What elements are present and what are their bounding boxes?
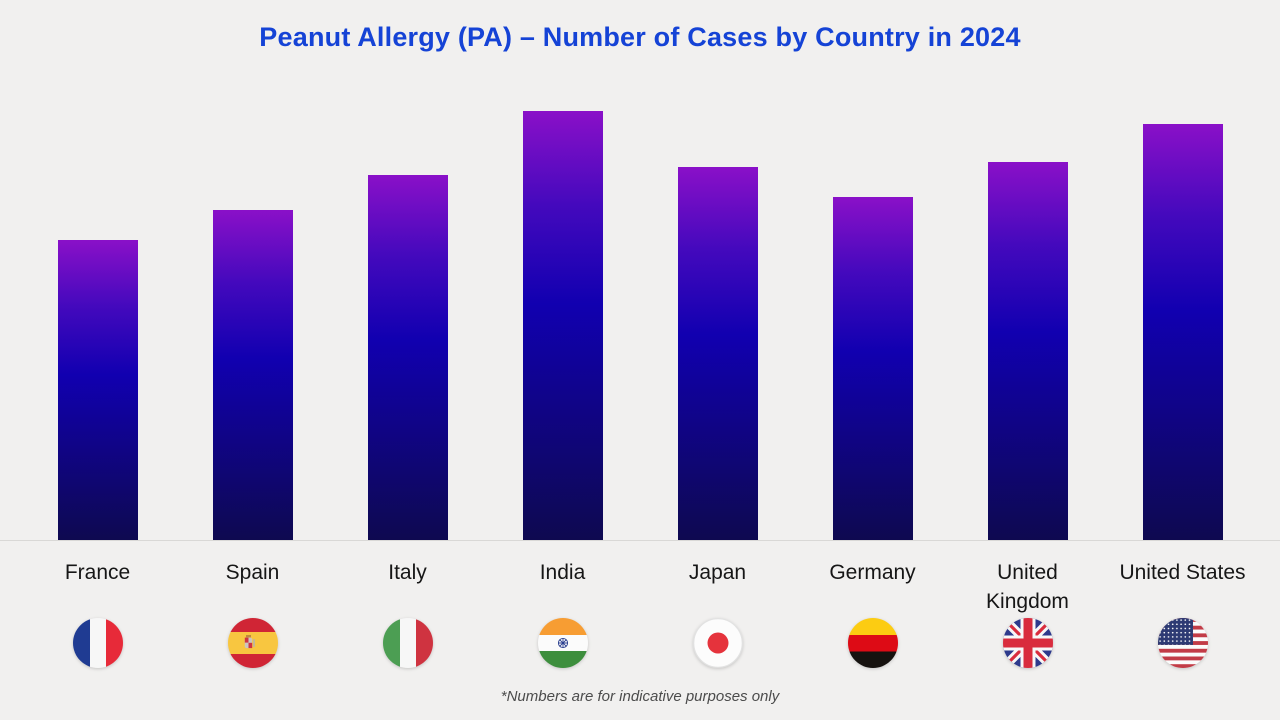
x-label-italy: Italy [388, 561, 427, 584]
france-flag-icon [72, 618, 123, 668]
ashoka-chakra [557, 637, 568, 649]
flag-icons-row [0, 618, 1280, 668]
flag-cell-germany [795, 618, 950, 668]
flag-cell-united-states [1105, 618, 1260, 668]
spain-flag-icon [227, 618, 278, 668]
bar-column-france [20, 0, 175, 540]
x-label-germany: Germany [829, 561, 916, 584]
united-states-flag-icon [1157, 618, 1208, 668]
bar-column-germany [795, 0, 950, 540]
x-label-india: India [539, 561, 586, 584]
flag-cell-japan [640, 618, 795, 668]
bar-column-united-states [1105, 0, 1260, 540]
germany-flag-icon [847, 618, 898, 668]
footnote: *Numbers are for indicative purposes onl… [500, 688, 780, 705]
bar-column-spain [175, 0, 330, 540]
x-label-spain: Spain [225, 561, 280, 584]
bar-germany [832, 197, 913, 540]
x-label-cell: Germany [795, 558, 950, 616]
x-label-cell: Japan [640, 558, 795, 616]
united-kingdom-flag-icon [1002, 618, 1053, 668]
bar-france [57, 240, 138, 540]
spain-coat-of-arms [244, 635, 255, 649]
japan-flag-icon [692, 618, 743, 668]
flag-cell-united-kingdom [950, 618, 1105, 668]
bar-united-kingdom [987, 162, 1068, 540]
flag-cell-spain [175, 618, 330, 668]
bar-spain [212, 210, 293, 540]
x-label-france: France [64, 561, 131, 584]
bar-united-states [1142, 124, 1223, 540]
bar-column-italy [330, 0, 485, 540]
bar-italy [367, 175, 448, 540]
x-label-cell: United Kingdom [950, 558, 1105, 616]
flag-cell-italy [330, 618, 485, 668]
x-label-japan: Japan [688, 561, 747, 584]
india-flag-icon [537, 618, 588, 668]
flag-cell-france [20, 618, 175, 668]
x-label-cell: India [485, 558, 640, 616]
x-label-cell: Spain [175, 558, 330, 616]
bar-chart [0, 0, 1280, 541]
x-label-united-kingdom: United Kingdom [986, 561, 1069, 613]
bar-column-japan [640, 0, 795, 540]
bar-japan [677, 167, 758, 540]
x-axis-labels: France Spain Italy India Japan Germany U… [0, 558, 1280, 616]
x-label-united-states: United States [1119, 561, 1246, 584]
x-label-cell: United States [1105, 558, 1260, 616]
bar-column-united-kingdom [950, 0, 1105, 540]
x-label-cell: France [20, 558, 175, 616]
chart-title: Peanut Allergy (PA) – Number of Cases by… [259, 22, 1021, 52]
flag-cell-india [485, 618, 640, 668]
bar-india [522, 111, 603, 540]
italy-flag-icon [382, 618, 433, 668]
bar-column-india [485, 0, 640, 540]
x-label-cell: Italy [330, 558, 485, 616]
